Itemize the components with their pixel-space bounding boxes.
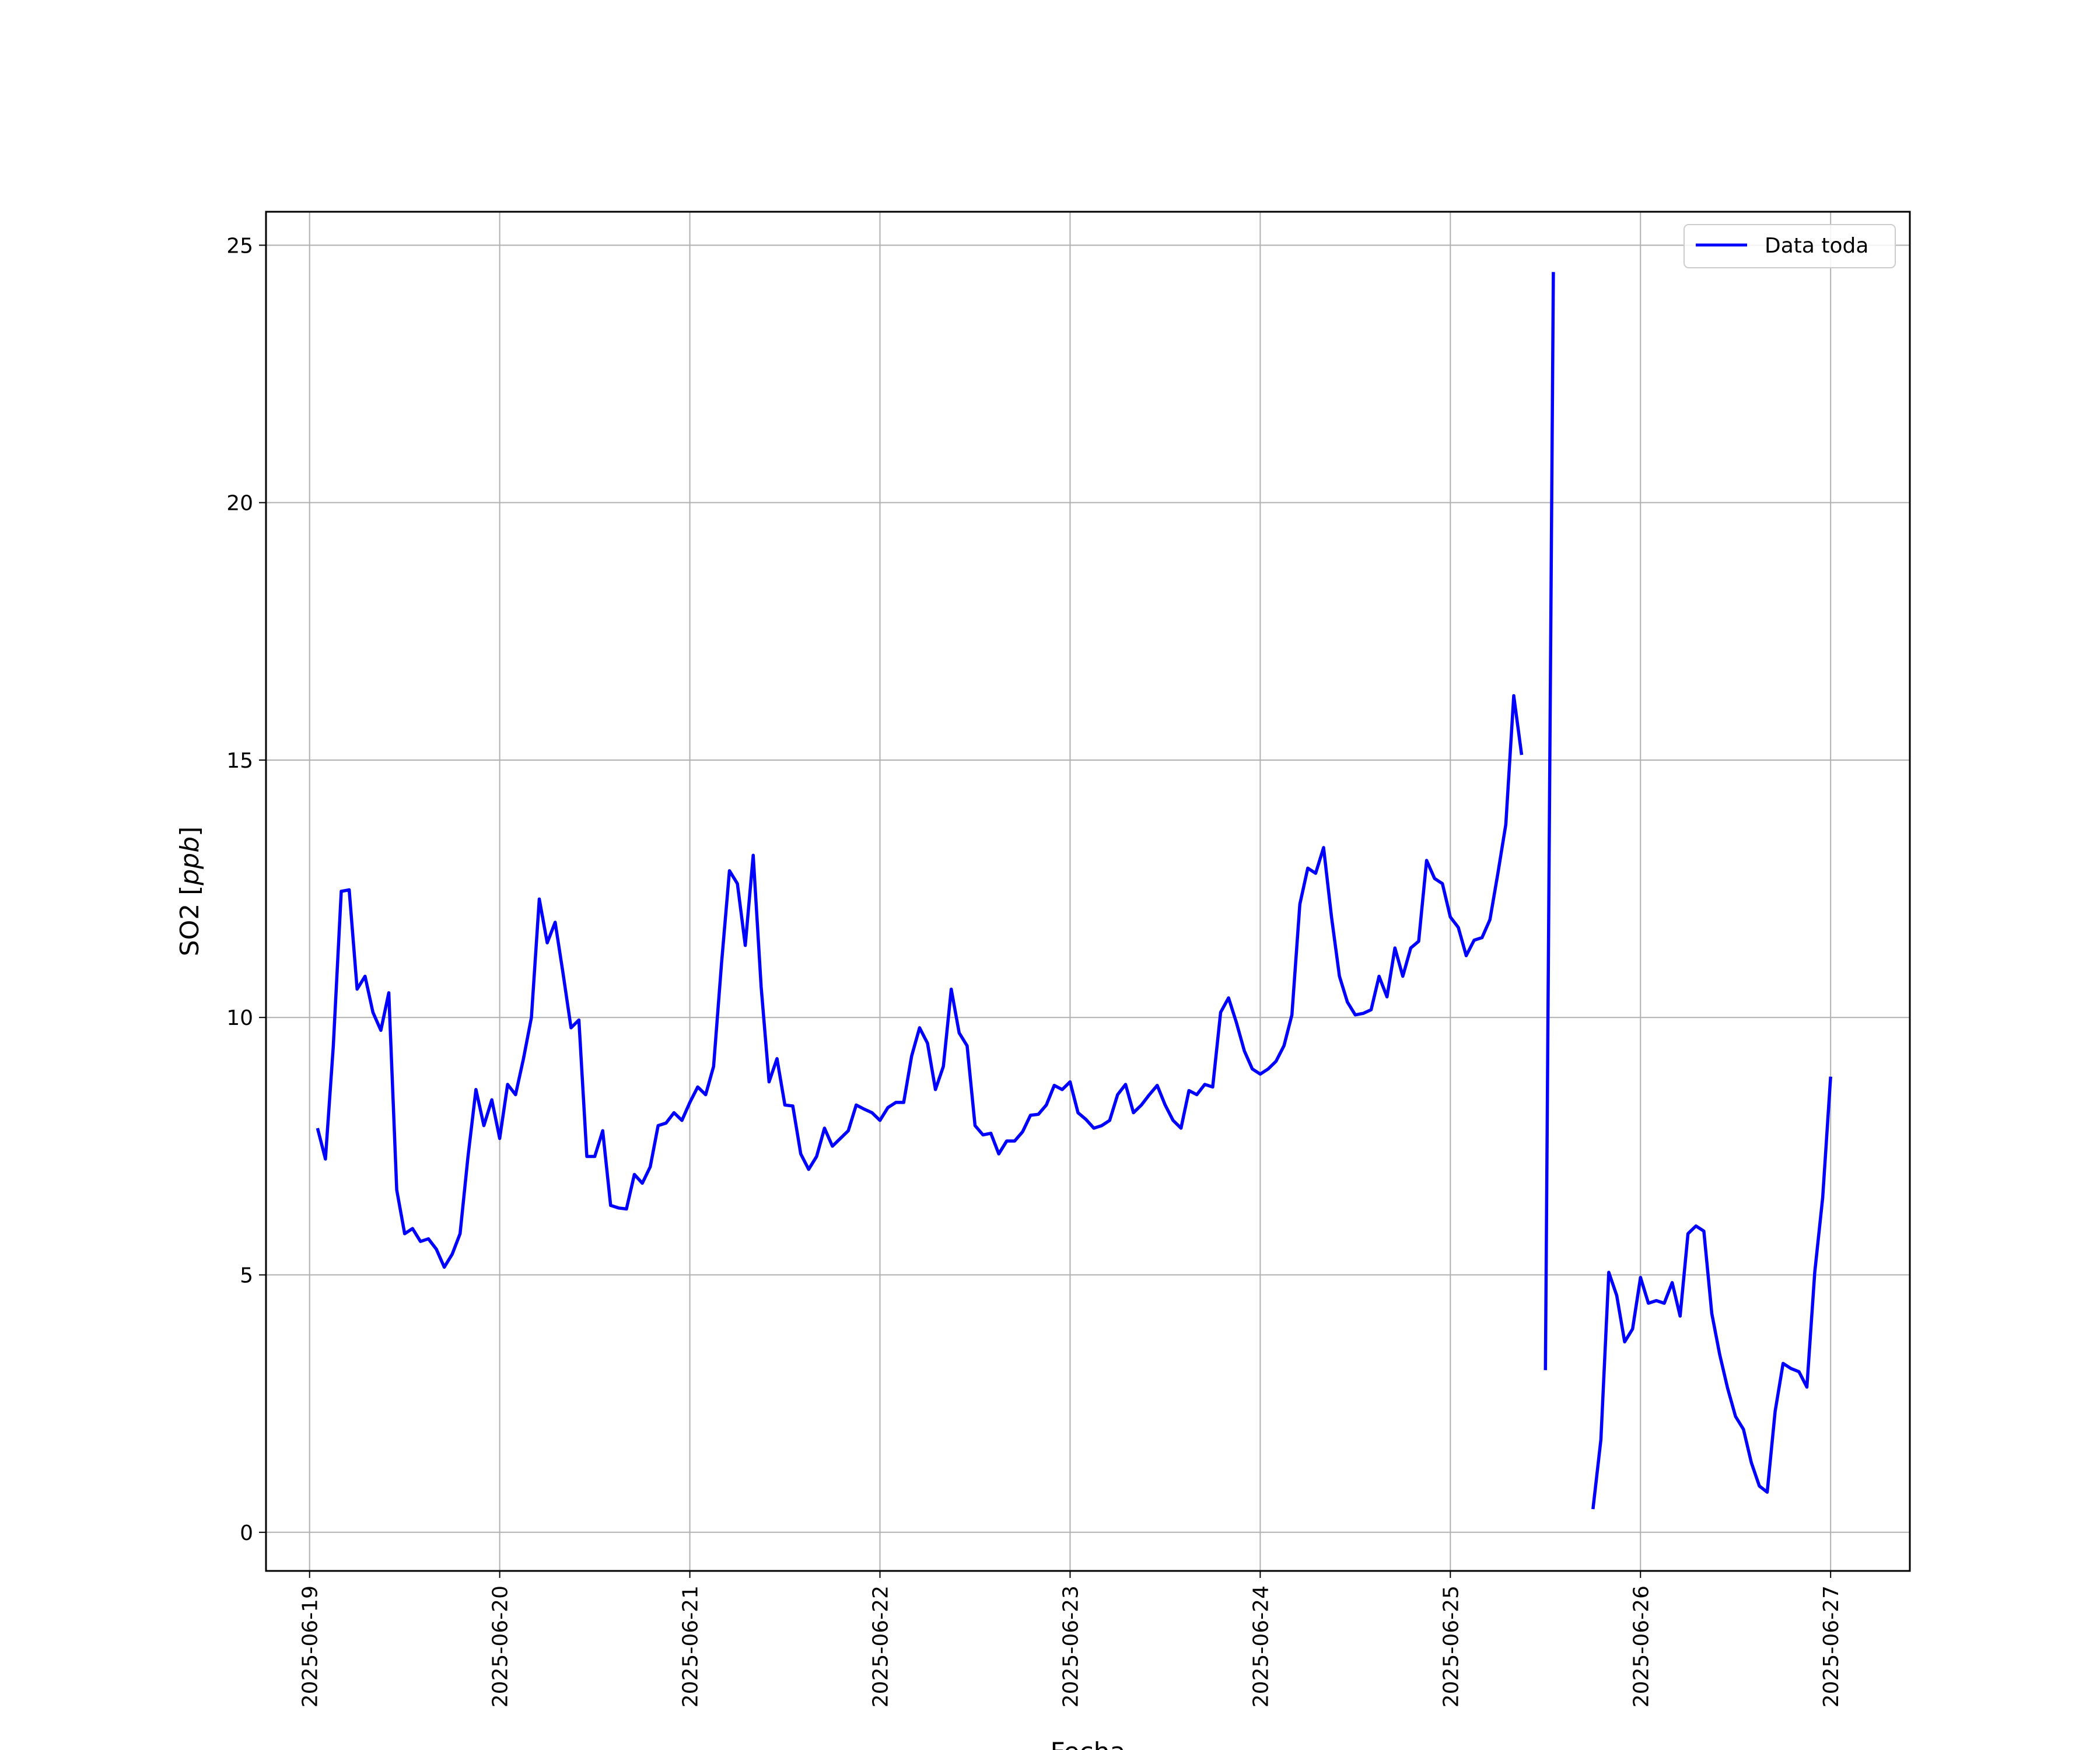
x-tick-label: 2025-06-23: [1059, 1586, 1083, 1707]
x-tick-label: 2025-06-22: [869, 1586, 893, 1707]
y-axis-ticks: 0 5 10 15 20 25: [226, 234, 266, 1545]
series-line-segment: [1544, 272, 1555, 1370]
x-tick-label: 2025-06-21: [679, 1586, 703, 1707]
x-tick-label: 2025-06-20: [489, 1586, 513, 1707]
y-tick-label: 15: [226, 749, 253, 773]
y-axis-label: SO2 [ppb]: [175, 827, 205, 957]
y-axis-label-close: ]: [175, 827, 205, 836]
x-tick-label: 2025-06-25: [1439, 1586, 1463, 1707]
legend-label: Data toda: [1765, 234, 1868, 258]
x-tick-label: 2025-06-26: [1629, 1586, 1653, 1707]
series-line-segment: [1591, 1076, 1832, 1510]
x-tick-label: 2025-06-24: [1249, 1586, 1273, 1707]
y-tick-label: 10: [226, 1006, 253, 1030]
y-axis-label-main: SO2 [: [175, 886, 205, 957]
y-axis-label-unit: ppb: [175, 836, 205, 886]
x-tick-label: 2025-06-27: [1819, 1586, 1843, 1707]
x-tick-label: 2025-06-19: [299, 1586, 323, 1707]
x-axis-ticks: 2025-06-19 2025-06-20 2025-06-21 2025-06-22…: [299, 1571, 1843, 1707]
plot-frame: [265, 211, 1911, 1572]
y-tick-label: 5: [240, 1264, 253, 1288]
x-axis-label: Fecha: [1050, 1737, 1125, 1750]
grid-lines: [266, 212, 1910, 1571]
series-line-segment: [316, 694, 1524, 1269]
y-tick-label: 25: [226, 234, 253, 258]
legend: Data toda: [1684, 224, 1896, 268]
y-tick-label: 0: [240, 1521, 253, 1545]
legend-box: [1684, 224, 1896, 268]
series-layer: [316, 272, 1832, 1510]
y-tick-label: 20: [226, 492, 253, 516]
